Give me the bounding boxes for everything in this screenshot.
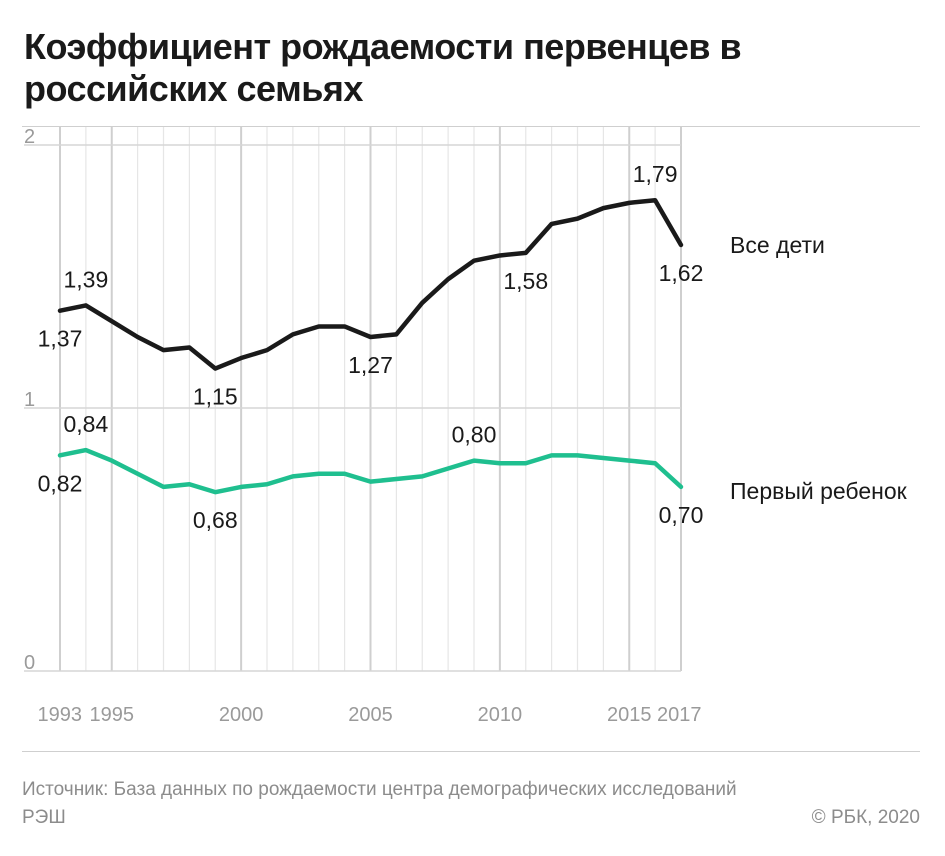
source-note: Источник: База данных по рождаемости цен… (22, 779, 737, 828)
y-tick-label: 0 (24, 652, 35, 674)
data-label: 0,70 (659, 502, 704, 528)
copyright: © РБК, 2020 (811, 807, 920, 828)
series-line-1 (57, 197, 684, 371)
data-label: 0,82 (38, 470, 83, 496)
y-tick-label: 2 (24, 126, 35, 148)
bottom-divider (22, 751, 920, 752)
data-label: 1,37 (38, 326, 83, 352)
line-chart: 012 1993 1995 2000 2005 2010 2015 2017 1,371,3… (24, 126, 908, 726)
x-tick-label: 1995 (90, 704, 135, 726)
y-tick-label: 1 (24, 389, 35, 411)
x-tick-label: 1993 (38, 704, 83, 726)
data-label: 1,15 (193, 384, 238, 410)
data-labels: 1,37 1,39 1,15 1,27 1,58 1,79 1,62 0,82 0,84 0,68… (38, 161, 704, 533)
series-name-label: Все дети (730, 232, 825, 258)
data-label: 1,62 (659, 260, 704, 286)
y-axis: 0 1 2 (24, 126, 35, 674)
data-label: 0,84 (63, 411, 108, 437)
data-label: 0,80 (452, 422, 497, 448)
series-labels: Все дети Первый ребенок (730, 232, 908, 504)
x-tick-label: 2000 (219, 704, 264, 726)
data-label: 1,27 (348, 352, 393, 378)
data-label: 1,58 (503, 268, 548, 294)
data-label: 1,79 (633, 161, 678, 187)
gridlines (24, 127, 682, 672)
x-tick-label: 2010 (478, 704, 523, 726)
x-tick-label: 2005 (348, 704, 393, 726)
chart-title: Коэффициент рождаемости первенцев в росс… (24, 26, 742, 109)
series-name-label: Первый ребенок (730, 478, 908, 504)
data-label: 1,39 (63, 266, 108, 292)
series-lines (57, 197, 684, 495)
top-divider (22, 126, 920, 127)
x-axis: 1993 1995 2000 2005 2010 2015 2017 (38, 704, 702, 726)
data-label: 0,68 (193, 507, 238, 533)
x-tick-label: 2015 (607, 704, 652, 726)
x-tick-label: 2017 (657, 704, 702, 726)
series-line-2 (57, 447, 684, 495)
